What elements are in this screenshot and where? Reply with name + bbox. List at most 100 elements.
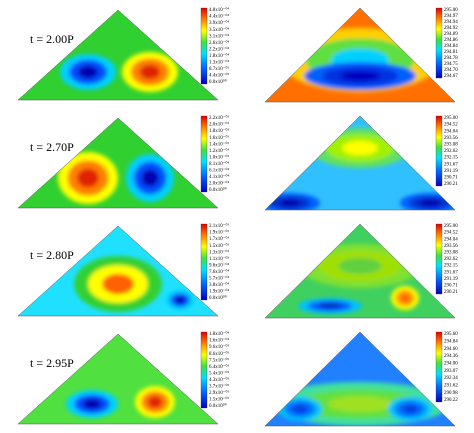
colorbar-label: 290.21 xyxy=(444,290,458,295)
contour-blobs xyxy=(298,244,420,314)
colorbar-label: 2.2x10⁻⁰³ xyxy=(209,115,229,121)
colorbar-label: 1.6x10⁻⁰³ xyxy=(209,135,229,141)
colorbar-label: 6.1x10⁻⁰⁴ xyxy=(209,168,229,174)
colorbar-label: 5.4x10⁻⁰⁵ xyxy=(209,370,229,376)
domain-outline xyxy=(17,9,219,101)
contour-region xyxy=(339,70,381,82)
colorbar-label: 290.71 xyxy=(444,284,458,289)
time-label: t = 2.70P xyxy=(30,140,74,154)
right-contour xyxy=(265,332,455,426)
domain-outline xyxy=(17,333,219,425)
colorbar-label: 293.08 xyxy=(444,143,458,148)
colorbar-label: 294.89 xyxy=(444,32,458,37)
contour-background xyxy=(18,118,218,208)
contour-region xyxy=(77,65,99,79)
colorbar-label: 294.92 xyxy=(444,26,458,31)
colorbar-label: 8.1x10⁻⁰⁴ xyxy=(209,161,229,167)
colorbar-label: 0.0x10⁰⁰ xyxy=(209,79,227,85)
colorbar-label: 0.0x10⁰⁰ xyxy=(209,295,227,301)
colorbar-label: 1.1x10⁻⁰³ xyxy=(209,256,229,262)
contour-blobs xyxy=(60,52,178,92)
left-contour xyxy=(18,226,218,316)
colorbar-label: 9.6x10⁻⁰⁴ xyxy=(209,262,229,268)
domain-outline xyxy=(264,223,456,319)
colorbar xyxy=(435,223,443,295)
contour-region xyxy=(292,404,308,414)
colorbar-label: 1.3x10⁻⁰³ xyxy=(209,249,229,255)
contour-region xyxy=(147,396,163,408)
colorbar-label: 294.97 xyxy=(444,14,458,19)
contour-region xyxy=(174,296,186,304)
colorbar-label: 1.2x10⁻⁰³ xyxy=(209,148,229,154)
right-contour xyxy=(265,8,455,102)
colorbar-label: 6.4x10⁻⁰⁵ xyxy=(209,364,229,370)
right-contour xyxy=(265,224,455,318)
colorbar xyxy=(200,7,208,85)
contour-blobs xyxy=(58,152,174,204)
contour-region xyxy=(77,168,99,188)
colorbar-label: 1.7x10⁻⁰³ xyxy=(209,236,229,242)
colorbar-label: 294.94 xyxy=(444,20,458,25)
colorbar-label: 294.81 xyxy=(444,50,458,55)
colorbar-label: 294.75 xyxy=(444,62,458,67)
colorbar-label: 290.21 xyxy=(444,182,458,187)
colorbar-label: 8.7x10⁻⁰⁵ xyxy=(209,66,229,72)
colorbar-label: 3.9x10⁻⁰⁴ xyxy=(209,20,229,26)
colorbar-label: 1.3x10⁻⁰⁴ xyxy=(209,60,229,66)
colorbar-label: 295.00 xyxy=(444,116,458,121)
colorbar-label: 4.3x10⁻⁰⁵ xyxy=(209,377,229,383)
colorbar-label: 294.67 xyxy=(444,74,458,79)
left-contour xyxy=(18,334,218,424)
contour-region xyxy=(399,293,411,303)
contour-blobs xyxy=(270,382,450,426)
contour-blobs xyxy=(66,386,175,418)
colorbar xyxy=(435,7,443,79)
colorbar-label: 294.84 xyxy=(444,339,458,344)
colorbar-label: 292.34 xyxy=(444,376,458,381)
colorbar-label: 294.78 xyxy=(444,56,458,61)
colorbar-label: 293.07 xyxy=(444,369,458,374)
time-label: t = 2.00P xyxy=(30,32,74,46)
panel-row: t = 2.70P 2.2x10⁻⁰³2.0x10⁻⁰³1.8x10⁻⁰³1.6x… xyxy=(17,115,458,211)
colorbar-label: 2.6x10⁻⁰⁴ xyxy=(209,40,229,46)
colorbar-label: 2.2x10⁻⁰⁴ xyxy=(209,46,229,52)
colorbar xyxy=(435,115,443,187)
colorbar-label: 292.15 xyxy=(444,264,458,269)
colorbar-label: 291.67 xyxy=(444,270,458,275)
colorbar xyxy=(200,115,208,193)
colorbar-label: 4.4x10⁻⁰⁴ xyxy=(209,14,229,20)
colorbar-label: 2.1x10⁻⁰³ xyxy=(209,223,229,229)
contour-blobs xyxy=(280,28,440,92)
colorbar-label: 294.52 xyxy=(444,231,458,236)
panel-row: t = 2.00P 4.8x10⁻⁰⁴4.4x10⁻⁰⁴3.9x10⁻⁰⁴3.5x… xyxy=(17,7,458,103)
colorbar-label: 5.7x10⁻⁰⁴ xyxy=(209,276,229,282)
domain-outline xyxy=(264,331,456,427)
colorbar-label: 3.1x10⁻⁰⁴ xyxy=(209,33,229,39)
colorbar-label: 294.00 xyxy=(444,361,458,366)
contour-region xyxy=(139,64,161,80)
colorbar-label: 1.9x10⁻⁰³ xyxy=(209,230,229,236)
colorbar xyxy=(200,223,208,301)
colorbar-label: 1.5x10⁻⁰³ xyxy=(209,243,229,249)
colorbar-label: 3.5x10⁻⁰⁴ xyxy=(209,27,229,33)
contour-region xyxy=(402,404,418,414)
left-contour xyxy=(18,10,218,100)
contour-region xyxy=(338,258,382,274)
colorbar-label: 2.0x10⁻⁰⁴ xyxy=(209,181,229,187)
colorbar-label: 1.5x10⁻⁰⁵ xyxy=(209,397,229,403)
panel-row: t = 2.80P 2.1x10⁻⁰³1.9x10⁻⁰³1.7x10⁻⁰³1.5x… xyxy=(17,223,458,319)
colorbar-label: 294.86 xyxy=(444,38,458,43)
contour-region xyxy=(141,169,159,187)
colorbar-label: 4.1x10⁻⁰⁴ xyxy=(209,174,229,180)
contour-region xyxy=(419,199,441,207)
colorbar xyxy=(435,331,443,403)
contour-region xyxy=(327,396,393,412)
colorbar-label: 290.98 xyxy=(444,391,458,396)
colorbar-label: 293.56 xyxy=(444,244,458,249)
colorbar xyxy=(200,331,208,409)
contour-region xyxy=(342,140,378,156)
colorbar-label: 295.60 xyxy=(444,332,458,337)
domain-outline xyxy=(17,225,219,317)
colorbar-label: 294.60 xyxy=(444,347,458,352)
